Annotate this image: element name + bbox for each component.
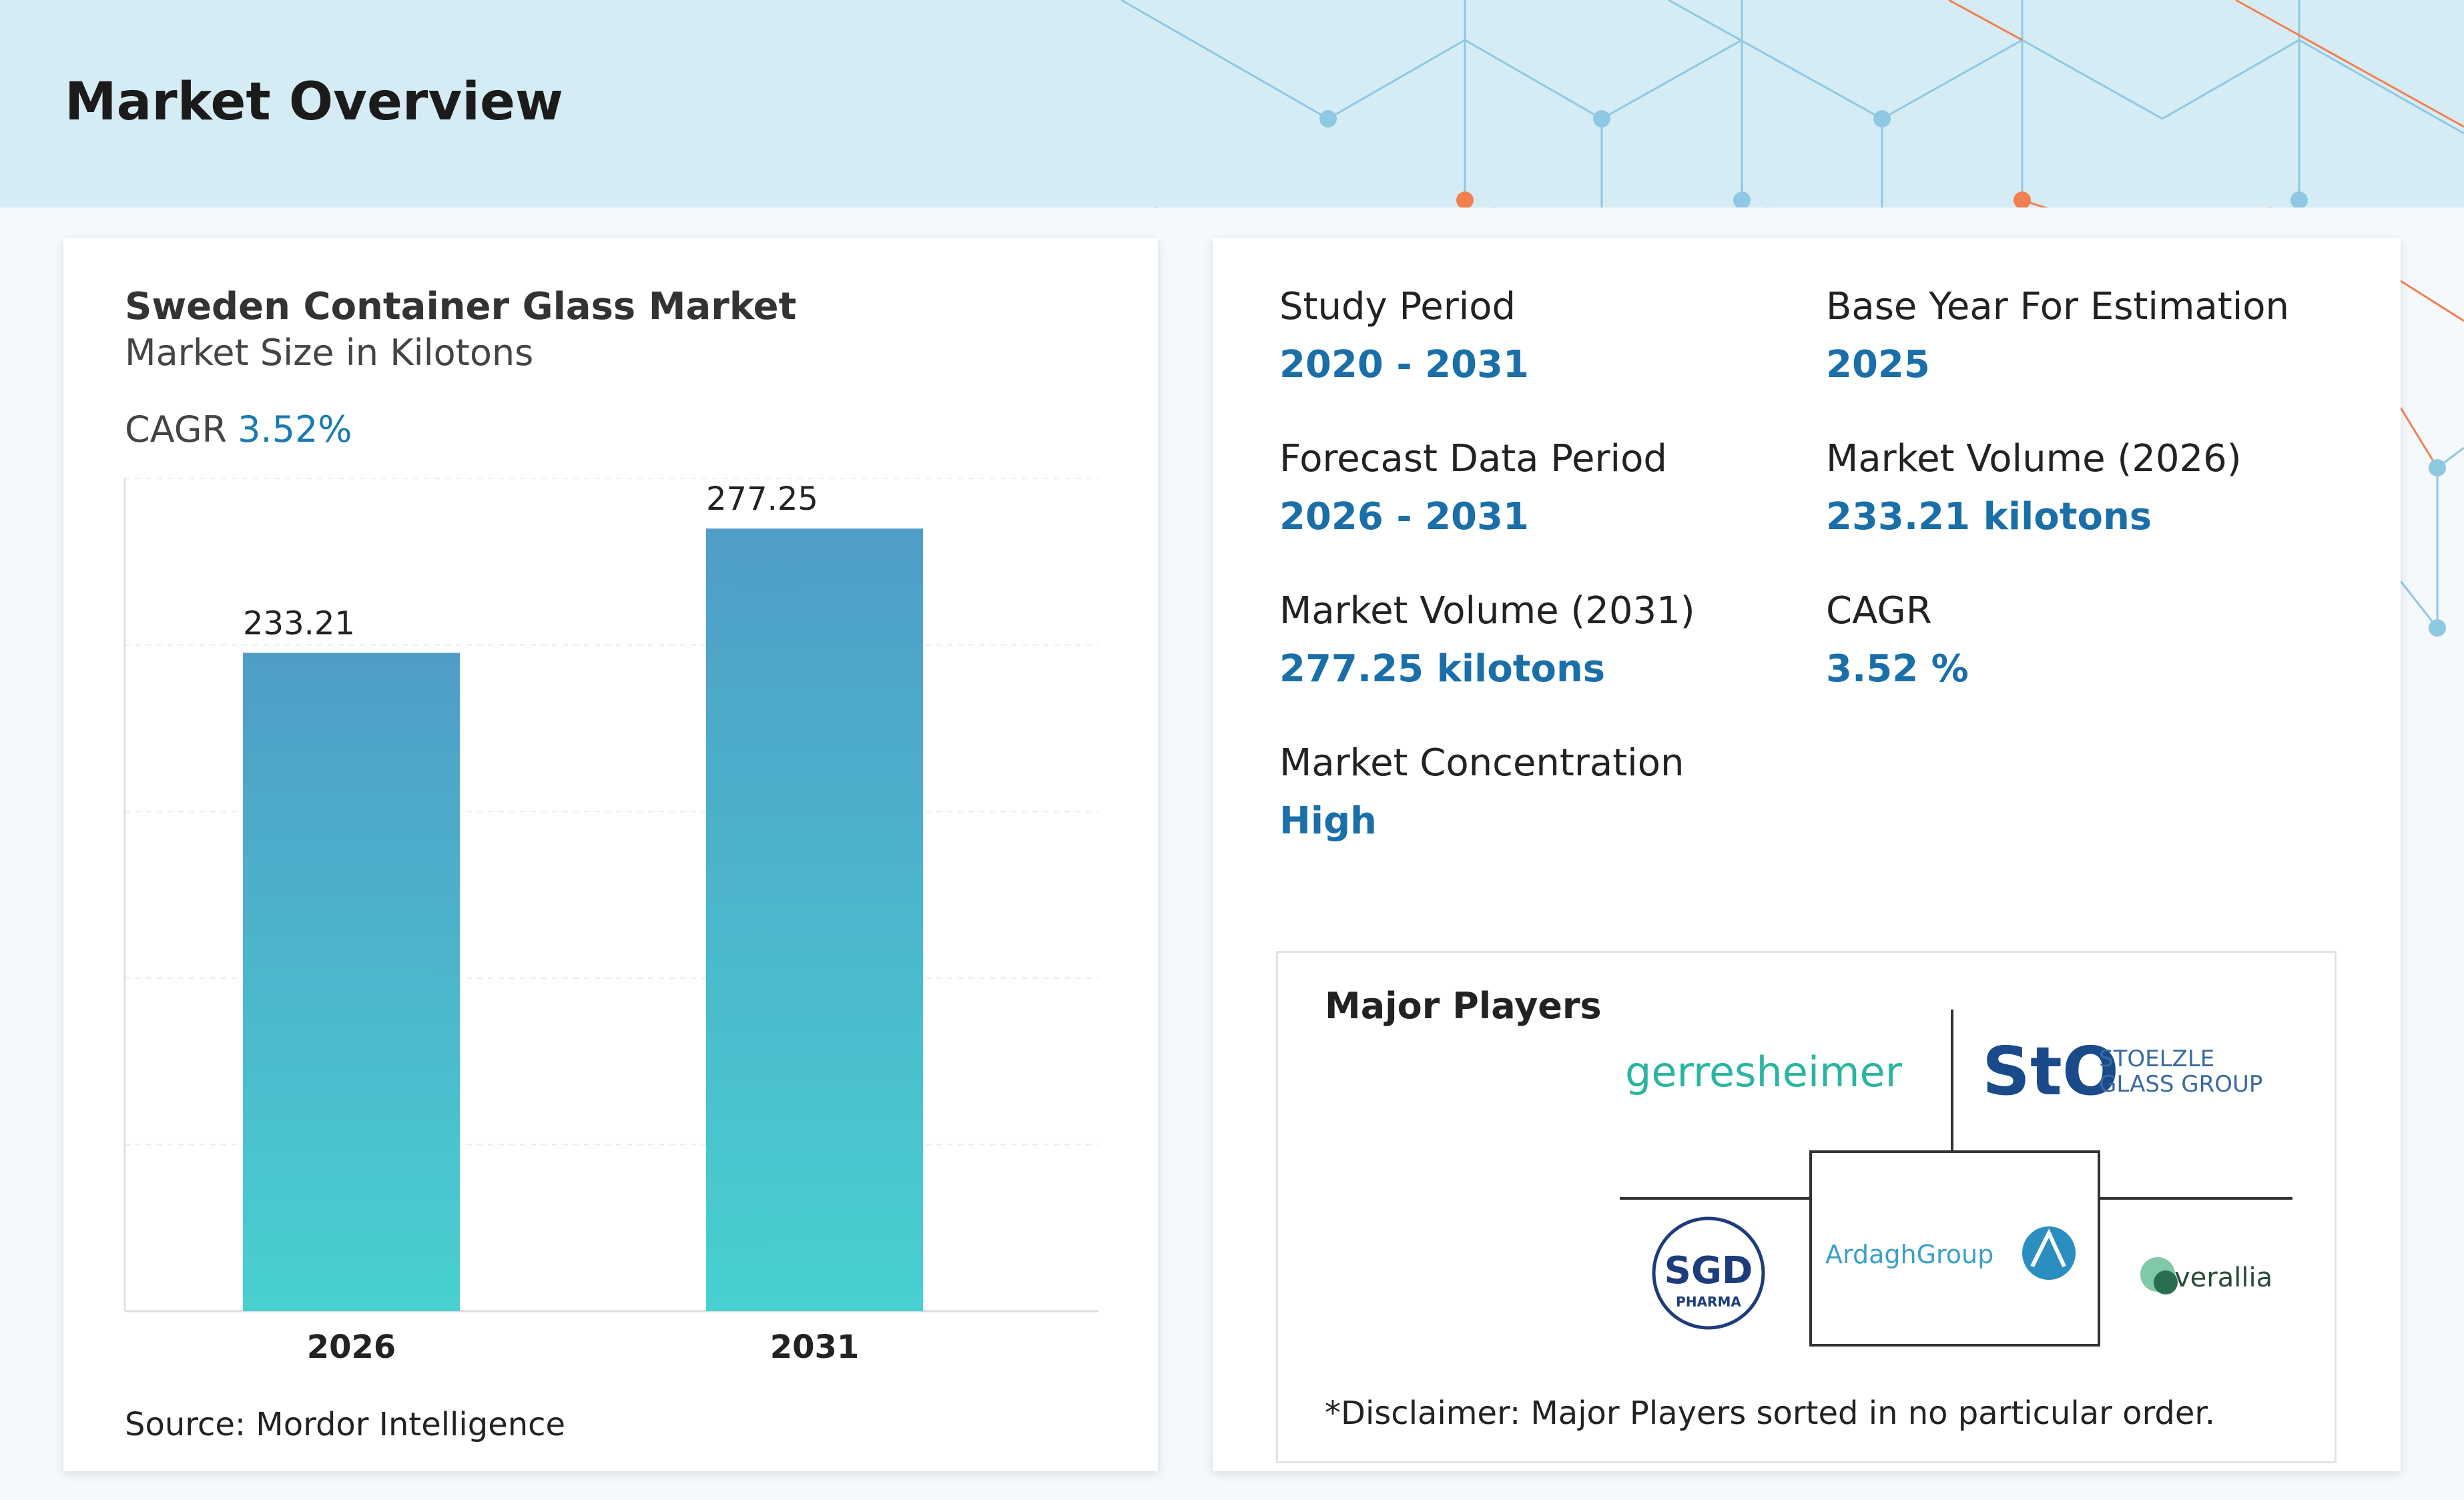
source-note: Source: Mordor Intelligence	[125, 1406, 566, 1443]
stat-label: Market Concentration	[1279, 741, 1684, 785]
bar-2026	[243, 653, 460, 1311]
stat-market-volume-2026: Market Volume (2026) 233.21 kilotons	[1826, 437, 2242, 538]
logo-ardagh: ArdaghGroup	[1825, 1226, 2076, 1280]
chart-title: Sweden Container Glass Market	[125, 285, 797, 328]
logo-sgd-pharma: SGD PHARMA	[1652, 1216, 1765, 1330]
stat-label: CAGR	[1826, 589, 1932, 633]
players-title: Major Players	[1325, 985, 1602, 1027]
sgd-sub: PHARMA	[1676, 1294, 1741, 1310]
major-players-box: Major Players gerresheimer StO STOELZLE …	[1276, 951, 2337, 1463]
stat-value: 277.25 kilotons	[1279, 647, 1606, 691]
data-label-2031: 277.25	[706, 480, 818, 518]
cagr-row: CAGR 3.52%	[125, 408, 352, 450]
stat-value: 2025	[1826, 343, 1930, 386]
tick-label-2031: 2031	[770, 1329, 860, 1366]
cagr-label: CAGR	[125, 408, 228, 450]
stoelzle-mark: StO	[1982, 1032, 2119, 1110]
stat-study-period: Study Period 2020 - 2031	[1279, 285, 1529, 386]
players-logos: gerresheimer StO STOELZLE GLASS GROUP SG…	[1620, 1010, 2292, 1347]
chart-subtitle: Market Size in Kilotons	[125, 332, 534, 374]
data-label-2026: 233.21	[243, 605, 355, 642]
tick-label-2026: 2026	[307, 1329, 396, 1366]
stat-value: 2026 - 2031	[1279, 495, 1529, 538]
stat-value: 2020 - 2031	[1279, 343, 1529, 386]
side-pattern	[2401, 280, 2464, 637]
cagr-value: 3.52%	[238, 408, 352, 450]
stat-base-year: Base Year For Estimation 2025	[1826, 285, 2289, 386]
stat-market-volume-2031: Market Volume (2031) 277.25 kilotons	[1279, 589, 1695, 691]
stat-label: Forecast Data Period	[1279, 437, 1667, 480]
header-banner: Market Overview	[0, 0, 2464, 208]
network-pattern	[1121, 0, 2464, 208]
logo-gerresheimer: gerresheimer	[1625, 1048, 1903, 1096]
stats-card: Study Period 2020 - 2031 Base Year For E…	[1213, 238, 2401, 1471]
stat-market-concentration: Market Concentration High	[1279, 741, 1684, 843]
verallia-text: verallia	[2174, 1262, 2272, 1293]
stoelzle-line1: STOELZLE	[2099, 1046, 2214, 1072]
stat-label: Study Period	[1279, 285, 1516, 328]
stat-forecast-period: Forecast Data Period 2026 - 2031	[1279, 437, 1667, 538]
stat-value: High	[1279, 799, 1377, 843]
bar-2031	[706, 528, 923, 1311]
stoelzle-line2: GLASS GROUP	[2099, 1071, 2262, 1098]
chart-card: Sweden Container Glass Market Market Siz…	[63, 238, 1158, 1471]
stat-label: Market Volume (2026)	[1826, 437, 2242, 480]
disclaimer: *Disclaimer: Major Players sorted in no …	[1325, 1395, 2215, 1432]
bar-chart: 233.21 2026 277.25 2031	[123, 478, 1098, 1366]
logo-stoelzle: StO STOELZLE GLASS GROUP	[1982, 1032, 2262, 1110]
stat-label: Base Year For Estimation	[1826, 285, 2290, 328]
logo-verallia: verallia	[2140, 1257, 2272, 1294]
logo-grid-lines	[1620, 1010, 2292, 1347]
sgd-mark: SGD	[1664, 1249, 1753, 1292]
stat-value: 3.52 %	[1826, 647, 1969, 691]
stat-cagr: CAGR 3.52 %	[1826, 589, 1969, 691]
ardagh-text: ArdaghGroup	[1825, 1240, 1993, 1269]
stat-value: 233.21 kilotons	[1826, 495, 2152, 538]
stat-label: Market Volume (2031)	[1279, 589, 1695, 633]
page-title: Market Overview	[65, 72, 563, 132]
